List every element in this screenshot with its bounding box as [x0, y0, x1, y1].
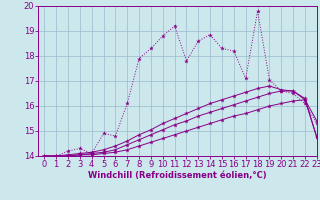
X-axis label: Windchill (Refroidissement éolien,°C): Windchill (Refroidissement éolien,°C) [88, 171, 267, 180]
